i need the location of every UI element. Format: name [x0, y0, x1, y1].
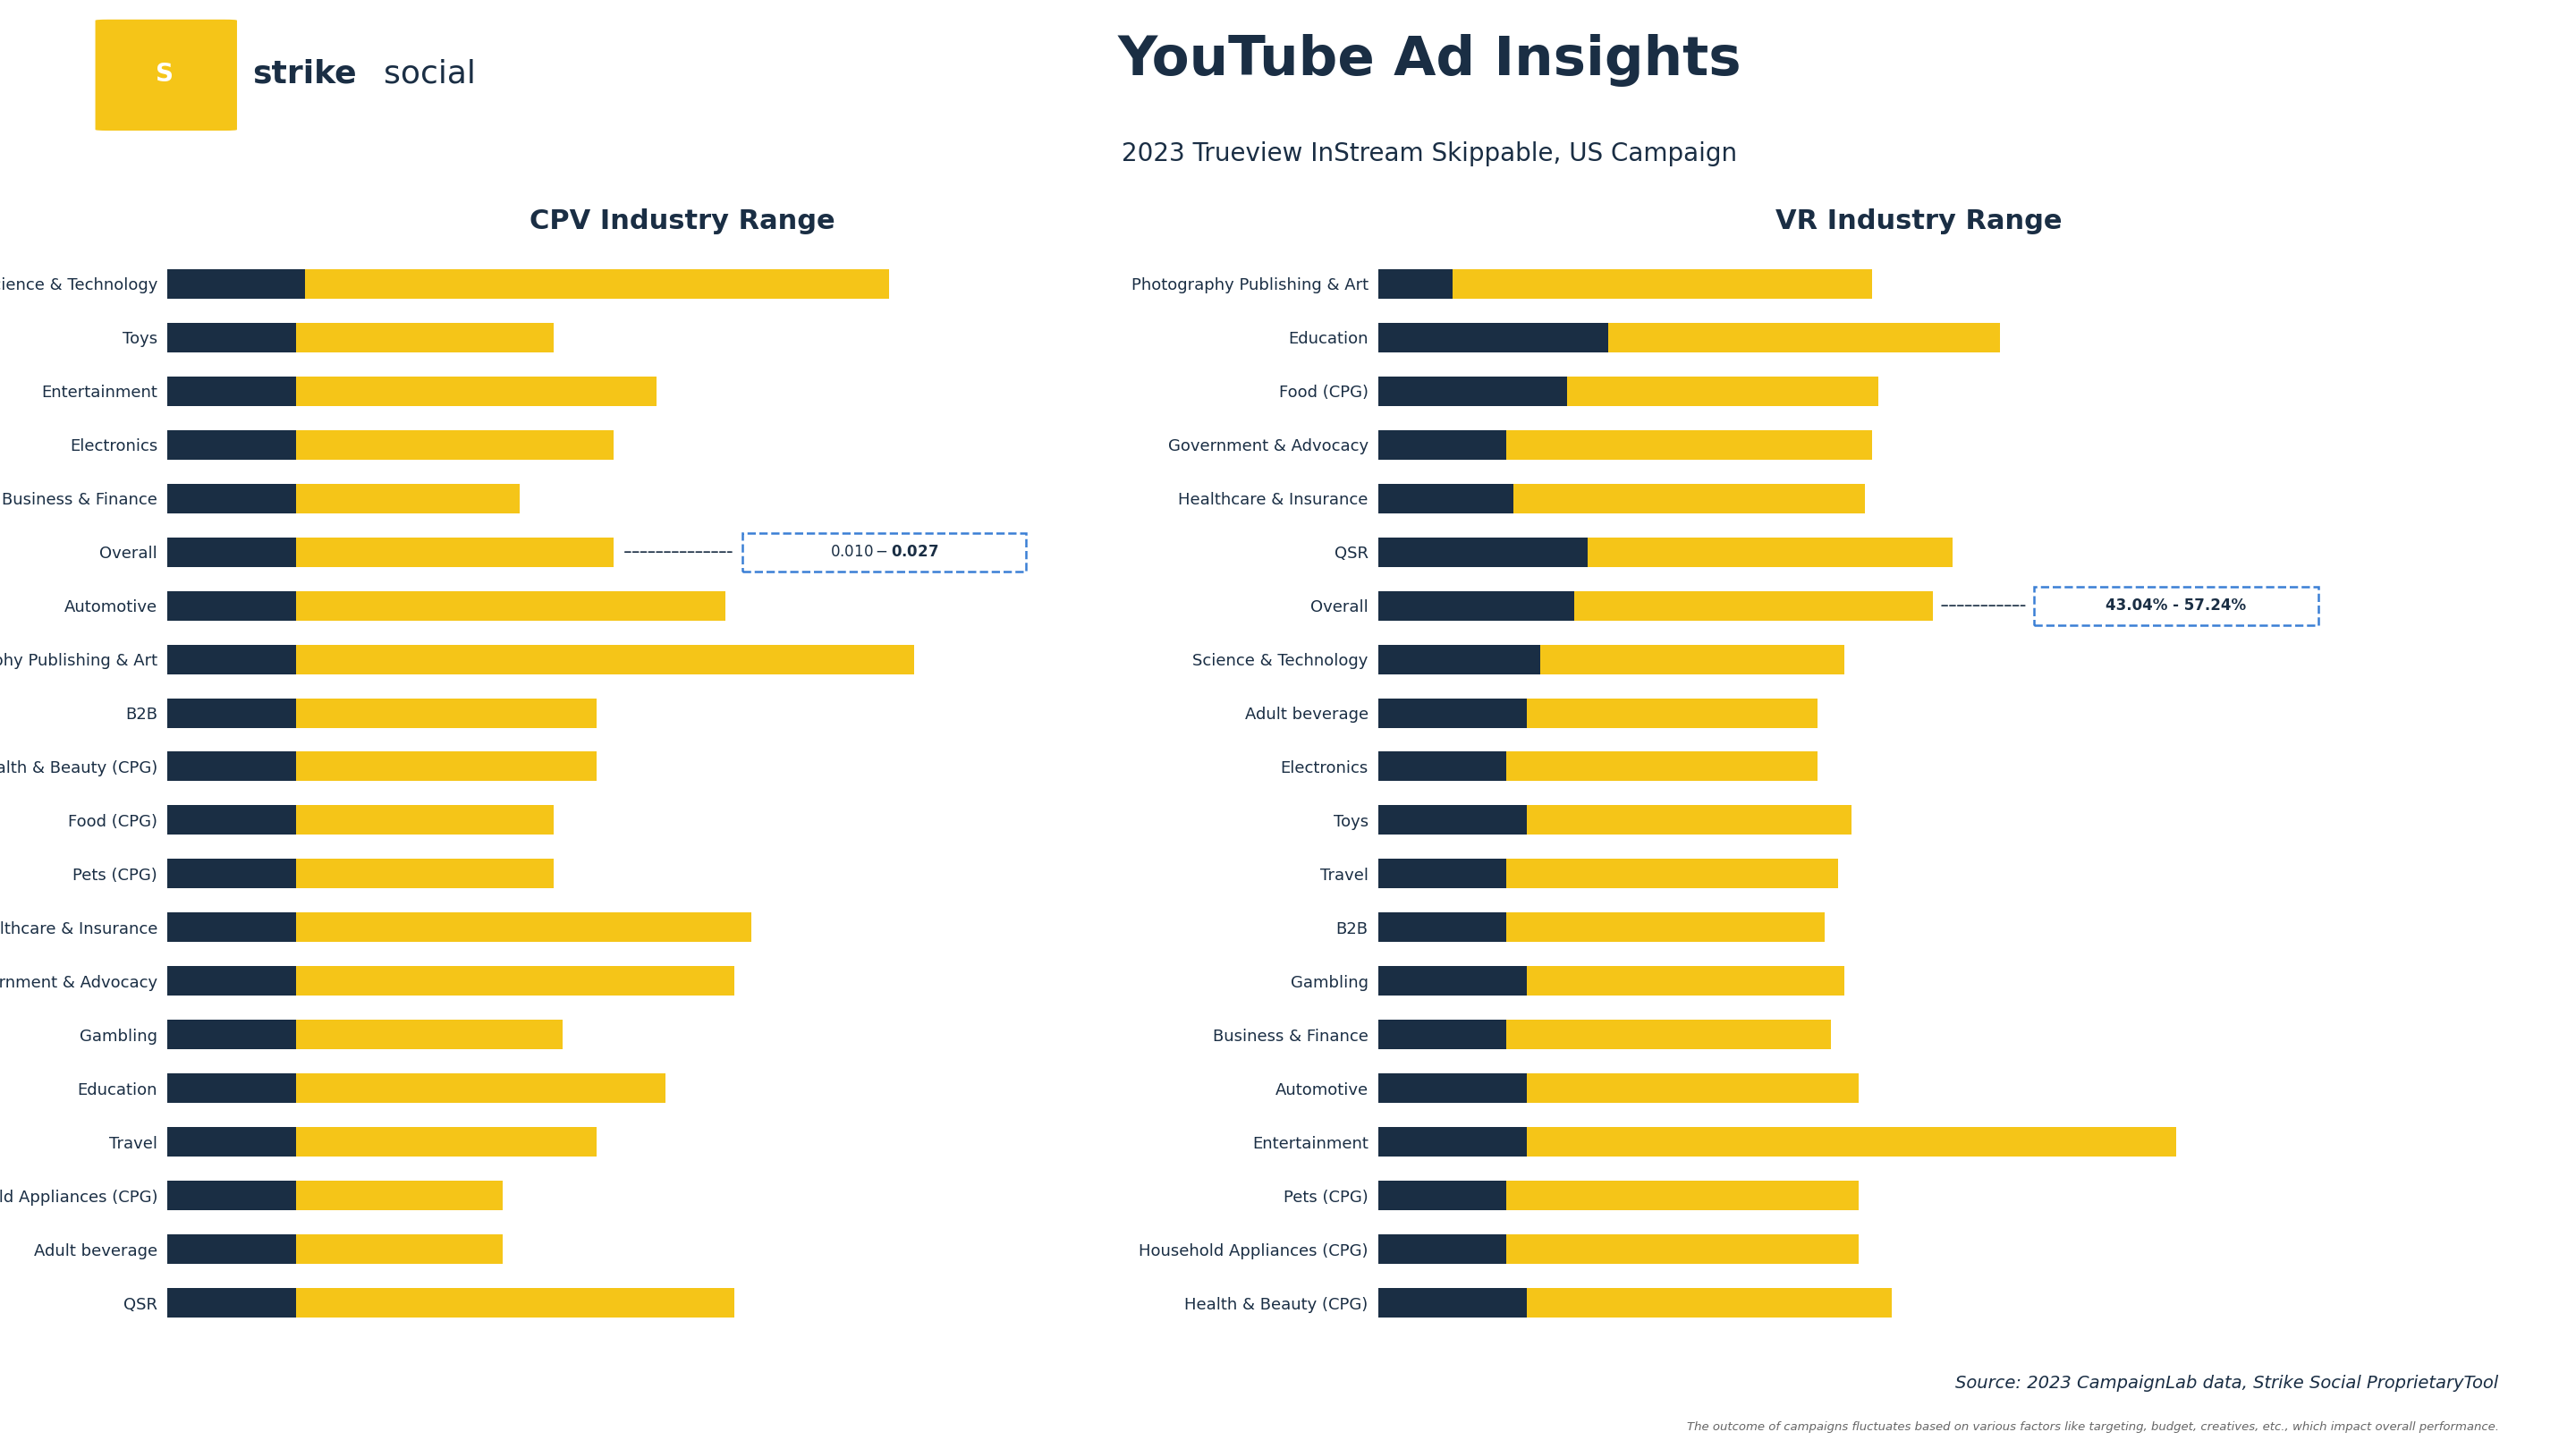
Bar — [167, 1288, 296, 1317]
FancyBboxPatch shape — [95, 19, 237, 130]
FancyBboxPatch shape — [742, 533, 1025, 571]
Bar — [1528, 1288, 1891, 1317]
Bar — [1507, 1235, 1857, 1264]
Bar — [167, 484, 296, 513]
Bar — [296, 1235, 502, 1264]
Bar — [1507, 913, 1824, 942]
Bar — [1528, 966, 1844, 995]
Bar — [1378, 1074, 1528, 1103]
Bar — [1378, 1288, 1528, 1317]
Bar — [1507, 752, 1819, 781]
Text: strike: strike — [252, 59, 355, 90]
FancyBboxPatch shape — [2035, 587, 2318, 625]
Bar — [296, 1074, 665, 1103]
Bar — [167, 1235, 296, 1264]
Bar — [167, 323, 296, 352]
Bar — [1507, 1181, 1857, 1210]
Bar — [1587, 538, 1953, 567]
Bar — [1378, 484, 1515, 513]
Bar — [167, 538, 296, 567]
Bar — [1507, 1020, 1832, 1049]
Bar — [296, 645, 914, 674]
Bar — [1528, 698, 1819, 727]
Bar — [1378, 698, 1528, 727]
Bar — [1528, 1074, 1857, 1103]
Bar — [304, 270, 889, 298]
Bar — [1378, 591, 1574, 620]
Bar — [167, 1020, 296, 1049]
Bar — [1378, 270, 1453, 298]
Bar — [167, 1074, 296, 1103]
Text: social: social — [384, 59, 477, 90]
Text: 2023 Trueview InStream Skippable, US Campaign: 2023 Trueview InStream Skippable, US Cam… — [1123, 142, 1736, 167]
Bar — [1528, 806, 1852, 835]
Bar — [1574, 591, 1932, 620]
Bar — [1515, 484, 1865, 513]
Title: CPV Industry Range: CPV Industry Range — [531, 209, 835, 235]
Bar — [167, 698, 296, 727]
Bar — [296, 1288, 734, 1317]
Bar — [1378, 859, 1507, 888]
Bar — [296, 591, 726, 620]
Bar — [167, 859, 296, 888]
Bar — [1378, 1235, 1507, 1264]
Bar — [167, 1127, 296, 1156]
Bar — [1378, 806, 1528, 835]
Bar — [1569, 377, 1878, 406]
Bar — [167, 1181, 296, 1210]
Text: S: S — [157, 62, 173, 87]
Bar — [1378, 1127, 1528, 1156]
Bar — [167, 430, 296, 459]
Bar — [1378, 1181, 1507, 1210]
Bar — [296, 323, 554, 352]
Bar — [1453, 270, 1873, 298]
Bar — [296, 698, 598, 727]
Bar — [1378, 323, 1607, 352]
Bar — [167, 270, 304, 298]
Bar — [296, 752, 598, 781]
Bar — [167, 591, 296, 620]
Bar — [1540, 645, 1844, 674]
Bar — [296, 430, 613, 459]
Bar — [167, 966, 296, 995]
Bar — [296, 1181, 502, 1210]
Bar — [1378, 752, 1507, 781]
Bar — [1507, 859, 1839, 888]
Bar — [296, 484, 520, 513]
Bar — [1607, 323, 2002, 352]
Text: 43.04% - 57.24%: 43.04% - 57.24% — [2105, 597, 2246, 614]
Bar — [1378, 645, 1540, 674]
Bar — [167, 913, 296, 942]
Bar — [1528, 1127, 2177, 1156]
Bar — [296, 966, 734, 995]
Text: YouTube Ad Insights: YouTube Ad Insights — [1118, 33, 1741, 87]
Bar — [167, 752, 296, 781]
Title: VR Industry Range: VR Industry Range — [1775, 209, 2063, 235]
Bar — [1378, 377, 1569, 406]
Text: Source: 2023 CampaignLab data, Strike Social ProprietaryTool: Source: 2023 CampaignLab data, Strike So… — [1955, 1375, 2499, 1391]
Bar — [1507, 430, 1873, 459]
Bar — [1378, 1020, 1507, 1049]
Bar — [296, 377, 657, 406]
Bar — [167, 645, 296, 674]
Bar — [296, 806, 554, 835]
Bar — [296, 1020, 562, 1049]
Bar — [167, 806, 296, 835]
Bar — [1378, 538, 1587, 567]
Bar — [296, 859, 554, 888]
Bar — [167, 377, 296, 406]
Bar — [1378, 913, 1507, 942]
Text: The outcome of campaigns fluctuates based on various factors like targeting, bud: The outcome of campaigns fluctuates base… — [1687, 1421, 2499, 1433]
Bar — [296, 913, 752, 942]
Bar — [296, 1127, 598, 1156]
Text: $0.010 - $0.027: $0.010 - $0.027 — [829, 543, 938, 561]
Bar — [296, 538, 613, 567]
Bar — [1378, 966, 1528, 995]
Bar — [1378, 430, 1507, 459]
